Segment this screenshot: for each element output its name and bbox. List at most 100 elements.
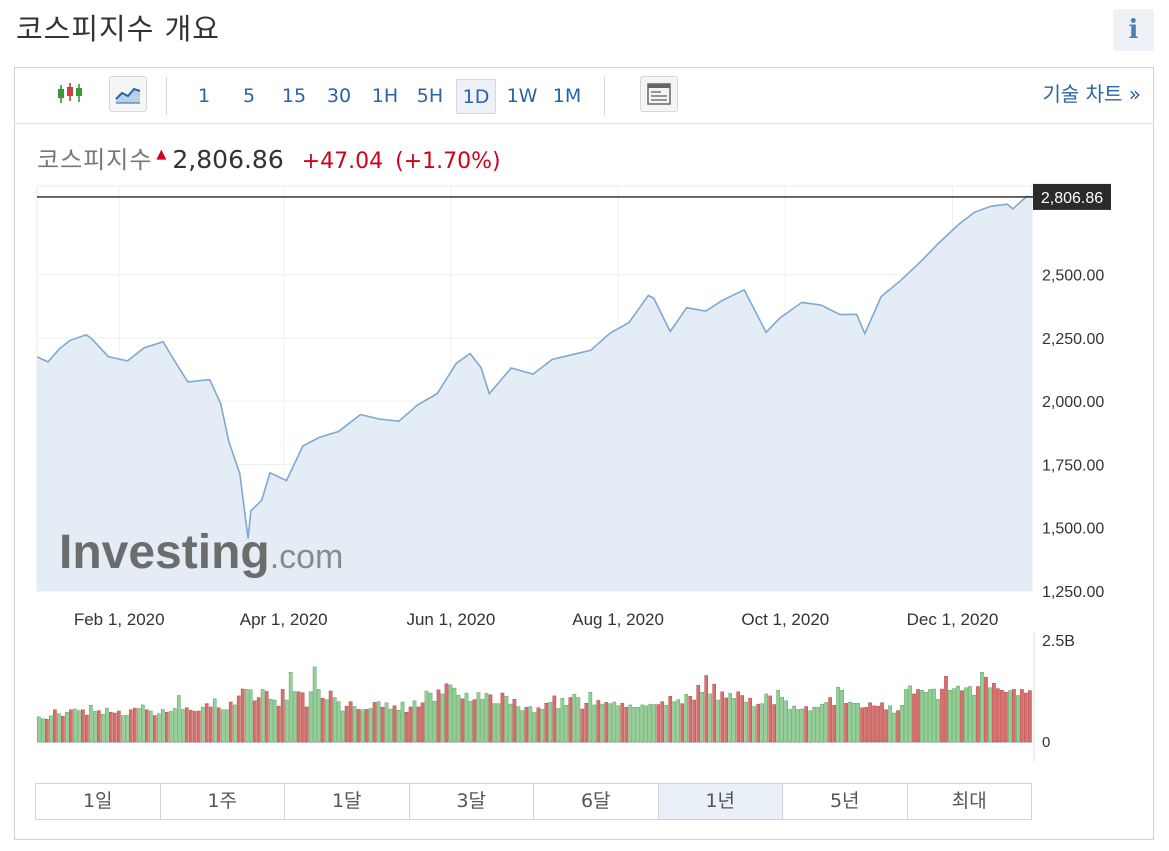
volume-bar-up — [428, 692, 433, 743]
volume-bar-up — [368, 708, 373, 743]
last-price-marker — [1033, 183, 1111, 210]
volume-bar-down — [404, 712, 409, 743]
interval-1m[interactable]: 1M — [552, 85, 582, 107]
interval-5h[interactable]: 5H — [416, 85, 444, 107]
range-1-month[interactable]: 1달 — [285, 784, 410, 819]
volume-bar-up — [468, 701, 473, 743]
time-range-selector: 1일 1주 1달 3달 6달 1년 5년 최대 — [35, 783, 1032, 820]
volume-bar-up — [652, 704, 657, 743]
volume-bar-up — [556, 708, 561, 743]
volume-bar-up — [268, 699, 273, 743]
chart-panel: 1 5 15 30 1H 5H 1D 1W 1M 기술 차트 » 코스피지수 ▲… — [14, 67, 1154, 840]
volume-bar-down — [868, 702, 872, 743]
volume-bar-down — [736, 691, 740, 743]
volume-bar-down — [460, 698, 465, 743]
volume-bar-up — [101, 714, 105, 743]
range-1-year[interactable]: 1년 — [658, 784, 783, 819]
volume-bar-down — [1000, 690, 1004, 743]
interval-1d[interactable]: 1D — [456, 79, 496, 114]
interval-1h[interactable]: 1H — [371, 85, 399, 107]
volume-bar-down — [436, 689, 441, 743]
volume-bar-down — [692, 699, 697, 743]
y-tick-label: 2,500.00 — [1042, 268, 1104, 285]
interval-1w[interactable]: 1W — [506, 85, 538, 107]
volume-bar-down — [500, 692, 505, 743]
interval-5[interactable]: 5 — [242, 85, 256, 107]
volume-bar-down — [992, 683, 996, 743]
volume-bar-up — [840, 690, 844, 743]
volume-bar-down — [444, 683, 449, 743]
volume-bar-up — [312, 666, 317, 743]
range-6-months[interactable]: 6달 — [534, 784, 659, 819]
table-view-icon[interactable] — [640, 76, 678, 112]
technical-chart-link[interactable]: 기술 차트 » — [1042, 82, 1141, 106]
range-1-week[interactable]: 1주 — [161, 784, 285, 819]
volume-bar-up — [968, 686, 972, 743]
volume-bar-down — [552, 695, 557, 743]
interval-15[interactable]: 15 — [281, 85, 307, 107]
candlestick-chart-icon[interactable] — [53, 76, 91, 112]
volume-bar-up — [576, 697, 581, 743]
volume-bar-up — [121, 715, 125, 743]
volume-bar-down — [320, 698, 325, 743]
volume-bar-down — [113, 712, 117, 743]
volume-bar-up — [172, 708, 177, 743]
volume-bar-up — [848, 701, 852, 743]
volume-bar-down — [420, 702, 425, 743]
volume-bar-up — [988, 687, 992, 743]
volume-bar-down — [596, 700, 601, 743]
volume-bar-up — [89, 705, 93, 743]
volume-bar-down — [1012, 689, 1016, 743]
volume-bar-up — [136, 708, 141, 743]
volume-bar-up — [728, 693, 733, 743]
volume-bar-up — [65, 712, 69, 743]
volume-bar-down — [724, 697, 729, 743]
volume-bar-up — [73, 708, 77, 743]
volume-bar-up — [784, 700, 788, 743]
toolbar-divider — [166, 77, 167, 115]
volume-bar-up — [496, 703, 501, 743]
volume-bar-up — [260, 689, 265, 743]
volume-bar-up — [37, 716, 41, 743]
volume-bar-up — [600, 703, 605, 743]
volume-bar-up — [93, 711, 97, 743]
volume-bar-up — [360, 709, 365, 743]
range-5-years[interactable]: 5년 — [783, 784, 908, 819]
volume-bar-up — [980, 672, 984, 743]
interval-30[interactable]: 30 — [326, 85, 352, 107]
volume-bar-down — [772, 704, 776, 743]
price-chart[interactable]: Investing.com 1,250.001,500.001,750.002,… — [15, 68, 1153, 839]
volume-bar-up — [77, 710, 81, 743]
quote-bar: 코스피지수 ▲ 2,806.86 +47.04 (+1.70%) — [37, 140, 501, 174]
volume-bar-up — [904, 689, 908, 743]
volume-bar-down — [69, 709, 73, 743]
info-icon[interactable]: i — [1113, 9, 1154, 51]
volume-bar-up — [232, 704, 237, 743]
volume-bar-up — [900, 705, 904, 743]
volume-bar-down — [656, 704, 661, 743]
volume-bar-down — [984, 676, 988, 743]
volume-bar-down — [380, 707, 385, 743]
volume-bar-up — [516, 706, 521, 743]
range-1-day[interactable]: 1일 — [36, 784, 161, 819]
area-chart-icon[interactable] — [109, 76, 147, 112]
volume-bar-down — [872, 705, 876, 743]
volume-bar-down — [544, 703, 549, 743]
volume-bar-up — [948, 690, 952, 743]
range-3-months[interactable]: 3달 — [410, 784, 534, 819]
volume-bar-up — [644, 705, 649, 743]
volume-bar-up — [792, 705, 796, 743]
interval-1[interactable]: 1 — [197, 85, 211, 107]
volume-bar-down — [844, 703, 848, 743]
volume-bar-down — [832, 705, 836, 743]
y-tick-label: 2,000.00 — [1042, 394, 1104, 411]
volume-bar-up — [180, 709, 185, 743]
volume-bar-down — [748, 698, 752, 743]
volume-bar-down — [996, 688, 1000, 743]
volume-bar-down — [864, 707, 868, 743]
volume-bar-up — [592, 704, 597, 743]
range-max[interactable]: 최대 — [951, 790, 987, 812]
volume-bar-down — [512, 699, 517, 743]
volume-bar-up — [200, 707, 205, 743]
volume-bar-down — [97, 710, 101, 743]
